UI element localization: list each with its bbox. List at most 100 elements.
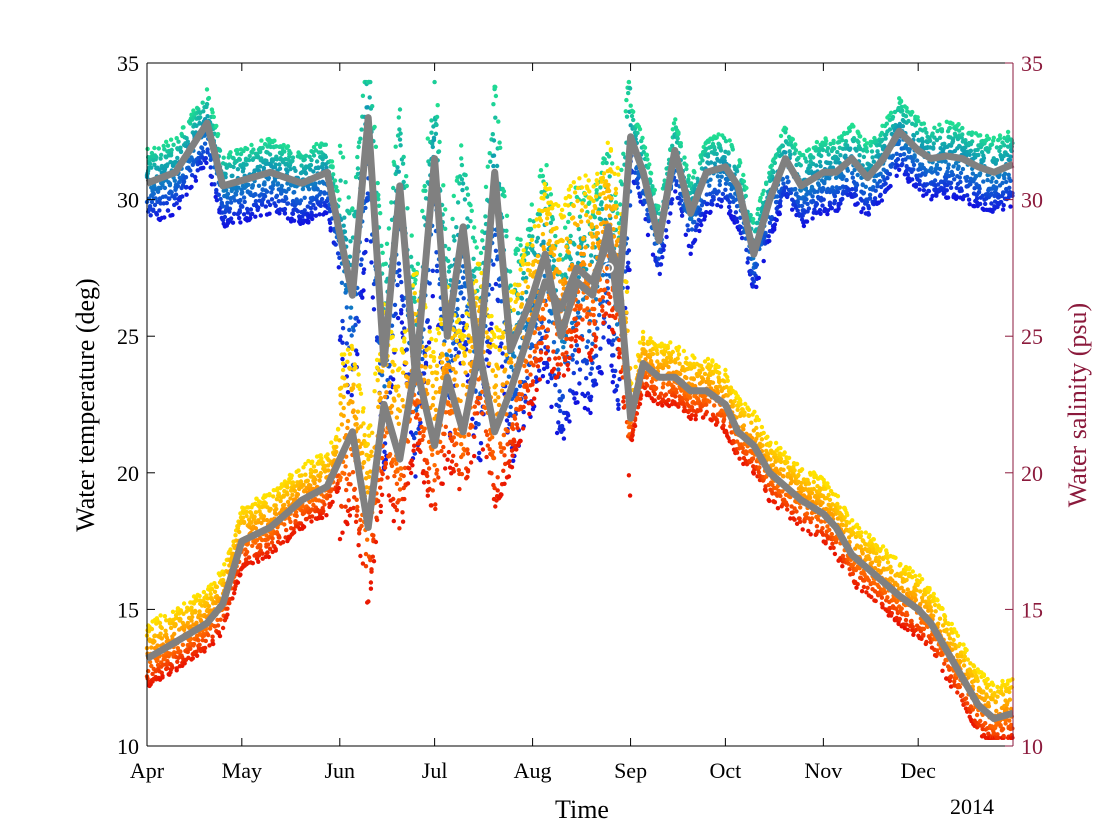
salinity-point <box>566 413 571 418</box>
salinity-point <box>847 128 852 134</box>
salinity-point <box>376 203 382 208</box>
temperature-point <box>158 631 163 636</box>
salinity-point <box>330 165 335 170</box>
salinity-point <box>253 214 258 219</box>
salinity-point <box>340 356 345 362</box>
salinity-point <box>343 180 348 185</box>
salinity-point <box>754 262 760 267</box>
salinity-point <box>231 164 236 170</box>
salinity-point <box>470 235 476 240</box>
salinity-point <box>363 249 368 255</box>
salinity-point <box>528 226 534 232</box>
temperature-point <box>244 513 249 519</box>
salinity-point <box>585 407 591 412</box>
salinity-point <box>548 192 554 197</box>
salinity-point <box>391 185 396 191</box>
salinity-point <box>355 352 360 357</box>
salinity-point <box>825 208 831 213</box>
temperature-point <box>266 542 271 547</box>
salinity-point <box>658 262 664 267</box>
salinity-point <box>883 181 888 186</box>
salinity-point <box>342 215 347 220</box>
salinity-point <box>618 202 623 207</box>
salinity-point <box>459 143 464 148</box>
salinity-point <box>483 214 488 219</box>
salinity-point <box>307 154 312 159</box>
salinity-point <box>567 211 572 217</box>
temperature-point <box>185 620 190 626</box>
salinity-point <box>942 190 947 196</box>
temperature-point <box>235 580 241 585</box>
salinity-point <box>804 219 810 224</box>
salinity-point <box>642 200 648 205</box>
salinity-point <box>350 206 355 211</box>
salinity-point <box>607 339 612 344</box>
salinity-point <box>631 117 636 123</box>
salinity-point <box>921 188 927 193</box>
salinity-point <box>337 255 342 260</box>
salinity-point <box>158 201 163 206</box>
salinity-point <box>606 324 612 330</box>
salinity-point <box>600 160 606 166</box>
salinity-point <box>887 127 893 132</box>
salinity-point <box>276 199 281 204</box>
salinity-point <box>910 109 915 115</box>
salinity-point <box>890 161 895 167</box>
salinity-point <box>400 297 405 303</box>
salinity-point <box>575 310 581 315</box>
salinity-point <box>228 200 234 205</box>
salinity-point <box>697 207 703 212</box>
salinity-point <box>566 219 571 225</box>
salinity-point <box>631 109 636 115</box>
salinity-point <box>515 247 521 253</box>
salinity-point <box>210 110 215 115</box>
salinity-point <box>538 168 544 173</box>
salinity-point <box>656 256 661 261</box>
salinity-point <box>705 154 711 159</box>
salinity-point <box>755 220 760 225</box>
salinity-point <box>232 198 237 203</box>
salinity-point <box>198 115 203 120</box>
salinity-point <box>384 241 390 246</box>
salinity-point <box>529 202 534 207</box>
salinity-point <box>241 195 247 200</box>
salinity-point <box>977 186 982 191</box>
temperature-point <box>160 675 165 680</box>
temperature-point <box>162 614 168 619</box>
salinity-point <box>836 206 841 211</box>
salinity-point <box>286 186 291 192</box>
salinity-point <box>233 192 239 197</box>
salinity-point <box>673 117 678 122</box>
salinity-point <box>491 262 496 267</box>
salinity-point <box>250 183 255 188</box>
salinity-point <box>914 130 920 136</box>
salinity-point <box>616 221 622 226</box>
salinity-point <box>212 182 217 187</box>
salinity-point <box>509 364 514 370</box>
salinity-point <box>637 127 643 132</box>
salinity-point <box>780 143 786 149</box>
salinity-point <box>262 182 267 187</box>
salinity-point <box>397 268 402 273</box>
salinity-point <box>613 368 618 374</box>
salinity-point <box>714 151 719 157</box>
salinity-point <box>835 149 840 155</box>
salinity-point <box>684 163 689 168</box>
salinity-point <box>338 150 343 155</box>
salinity-point <box>459 177 465 182</box>
salinity-point <box>228 216 234 221</box>
salinity-point <box>952 177 957 182</box>
salinity-point <box>368 79 373 85</box>
salinity-point <box>483 184 489 190</box>
salinity-point <box>766 234 771 239</box>
salinity-point <box>986 136 992 141</box>
salinity-point <box>965 174 970 180</box>
salinity-point <box>857 153 862 158</box>
salinity-point <box>958 170 964 176</box>
temperature-point <box>173 622 178 627</box>
salinity-point <box>593 382 599 387</box>
salinity-point <box>997 148 1002 154</box>
salinity-point <box>774 217 779 223</box>
salinity-point <box>462 197 468 202</box>
salinity-point <box>246 157 252 163</box>
